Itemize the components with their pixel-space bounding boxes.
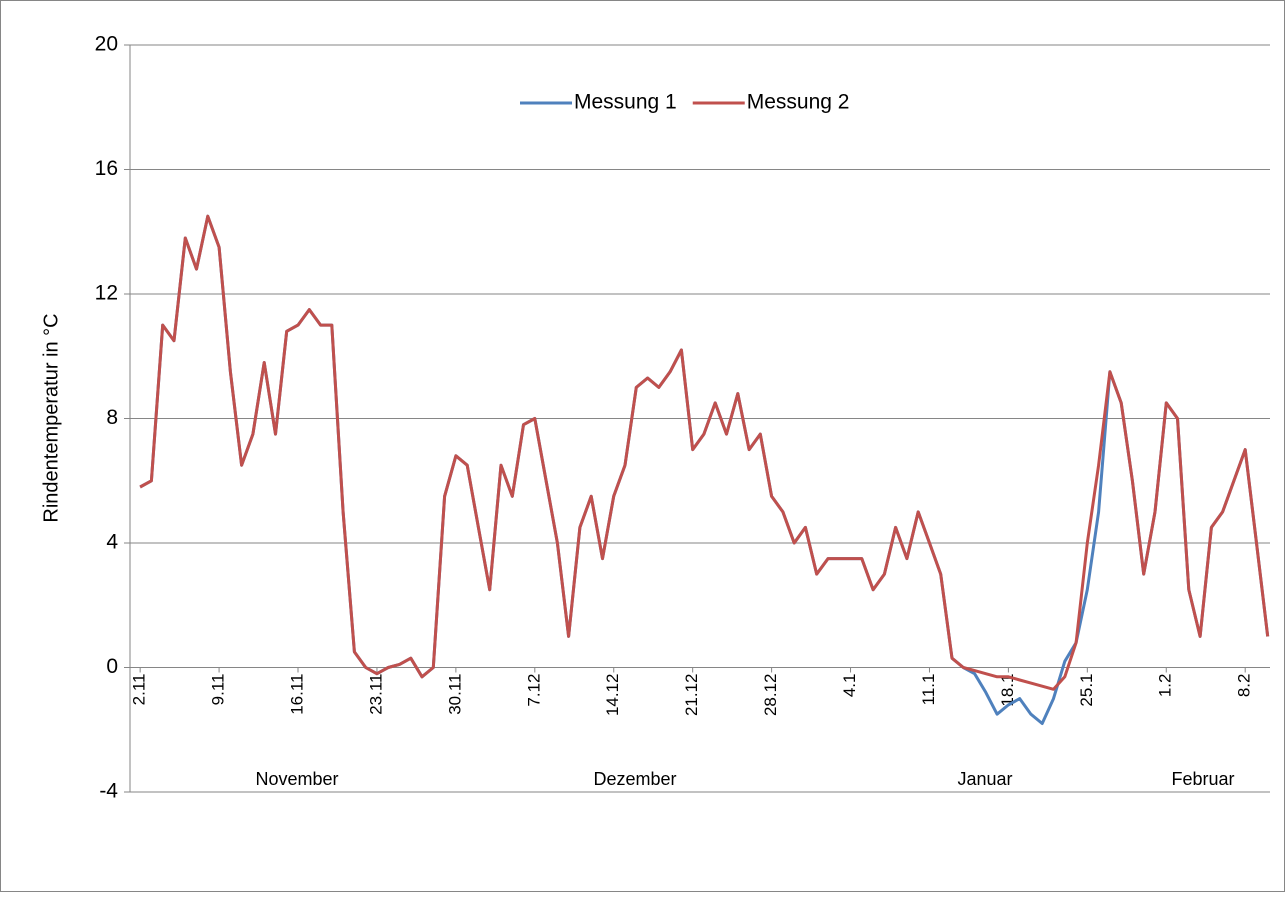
data-line [139,214,1270,691]
legend-label: Messung 1 [574,91,677,114]
y-tick-label: 0 [106,655,118,678]
y-tick-label: 12 [95,282,118,305]
x-tick-label: 30.11 [445,674,464,715]
x-tick-label: 2.11 [130,674,149,706]
x-tick-label: 14.12 [603,674,622,717]
y-tick-label: 20 [95,33,118,56]
x-tick-label: 7.12 [524,674,543,707]
x-group-label: Dezember [593,769,676,789]
x-tick-label: 8.2 [1235,674,1254,698]
x-tick-label: 28.12 [761,674,780,717]
y-tick-label: 8 [106,406,118,429]
x-tick-label: 9.11 [209,674,228,706]
y-tick-label: 4 [106,531,118,554]
x-tick-label: 25.1 [1077,674,1096,707]
x-tick-label: 18.1 [998,674,1017,707]
x-tick-label: 1.2 [1156,674,1175,698]
x-group-label: Februar [1171,769,1234,789]
x-tick-label: 4.1 [840,674,859,698]
y-axis-label: Rindentemperatur in °C [40,313,62,522]
x-group-label: Januar [957,769,1012,789]
legend-label: Messung 2 [747,91,850,114]
x-tick-label: 11.1 [919,674,938,706]
y-tick-label: -4 [99,780,118,803]
x-tick-label: 16.11 [287,674,306,715]
x-tick-label: 23.11 [366,674,385,715]
x-tick-label: 21.12 [682,674,701,717]
x-group-label: November [255,769,338,789]
y-tick-label: 16 [95,157,118,180]
